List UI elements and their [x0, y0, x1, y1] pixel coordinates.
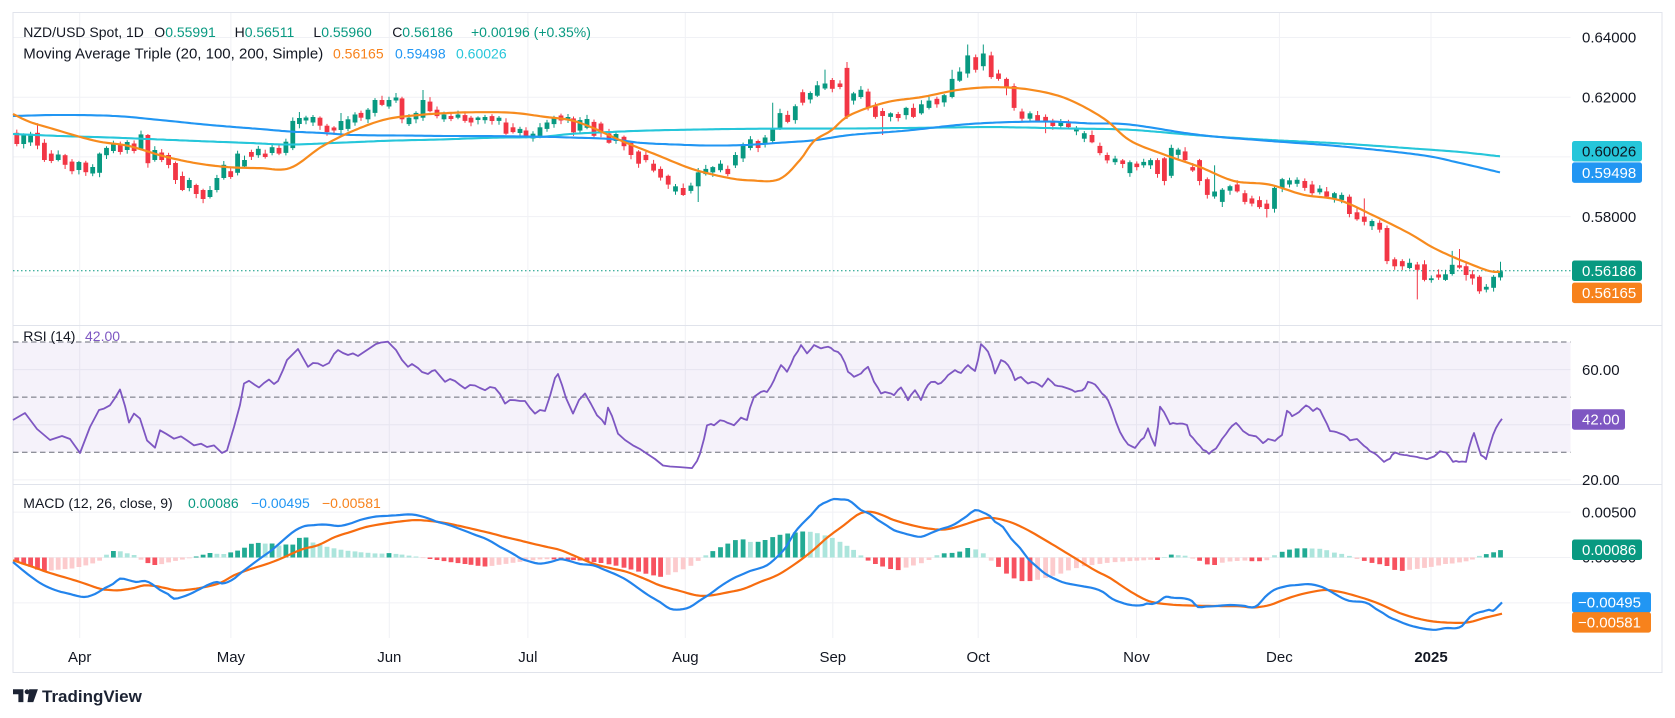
svg-text:Jul: Jul [518, 649, 537, 666]
svg-text:Aug: Aug [672, 649, 699, 666]
svg-text:0.56165: 0.56165 [1582, 285, 1636, 302]
svg-text:0.60026: 0.60026 [456, 46, 507, 62]
svg-text:C: C [392, 24, 402, 40]
svg-text:MACD (12, 26, close, 9): MACD (12, 26, close, 9) [23, 495, 172, 511]
svg-text:42.00: 42.00 [1582, 412, 1620, 429]
svg-text:20.00: 20.00 [1582, 472, 1620, 489]
svg-text:0.00086: 0.00086 [1582, 542, 1636, 559]
svg-text:Moving Average Triple (20, 100: Moving Average Triple (20, 100, 200, Sim… [23, 46, 323, 63]
svg-text:0.56186: 0.56186 [1582, 263, 1636, 280]
svg-text:0.56511: 0.56511 [245, 24, 295, 40]
svg-text:0.64000: 0.64000 [1582, 30, 1636, 47]
svg-text:60.00: 60.00 [1582, 362, 1620, 379]
svg-text:0.62000: 0.62000 [1582, 89, 1636, 106]
svg-text:Nov: Nov [1123, 649, 1150, 666]
svg-text:−0.00581: −0.00581 [1578, 615, 1641, 632]
svg-text:0.55960: 0.55960 [321, 24, 372, 40]
svg-text:0.58000: 0.58000 [1582, 209, 1636, 226]
svg-text:H: H [235, 24, 245, 40]
svg-text:NZD/USD Spot, 1D: NZD/USD Spot, 1D [23, 24, 144, 40]
svg-text:0.00500: 0.00500 [1582, 504, 1636, 521]
svg-text:2025: 2025 [1414, 649, 1447, 666]
svg-text:RSI (14): RSI (14) [23, 328, 75, 344]
svg-text:O: O [154, 24, 165, 40]
svg-text:Dec: Dec [1266, 649, 1293, 666]
svg-text:−0.00495: −0.00495 [251, 495, 310, 511]
svg-text:−0.00495: −0.00495 [1578, 595, 1641, 612]
svg-text:+0.00196 (+0.35%): +0.00196 (+0.35%) [471, 24, 591, 40]
svg-text:TradingView: TradingView [42, 687, 143, 706]
svg-text:0.56186: 0.56186 [402, 24, 453, 40]
svg-text:0.00086: 0.00086 [188, 495, 239, 511]
svg-text:Jun: Jun [377, 649, 401, 666]
svg-text:0.59498: 0.59498 [395, 46, 446, 62]
svg-text:0.59498: 0.59498 [1582, 165, 1636, 182]
svg-text:42.00: 42.00 [85, 328, 120, 344]
svg-text:May: May [217, 649, 246, 666]
svg-text:L: L [313, 24, 321, 40]
svg-text:0.55991: 0.55991 [165, 24, 216, 40]
svg-text:0.60026: 0.60026 [1582, 143, 1636, 160]
svg-text:Apr: Apr [68, 649, 91, 666]
svg-text:Oct: Oct [967, 649, 991, 666]
svg-text:0.56165: 0.56165 [333, 46, 384, 62]
svg-text:−0.00581: −0.00581 [322, 495, 381, 511]
svg-text:Sep: Sep [819, 649, 846, 666]
